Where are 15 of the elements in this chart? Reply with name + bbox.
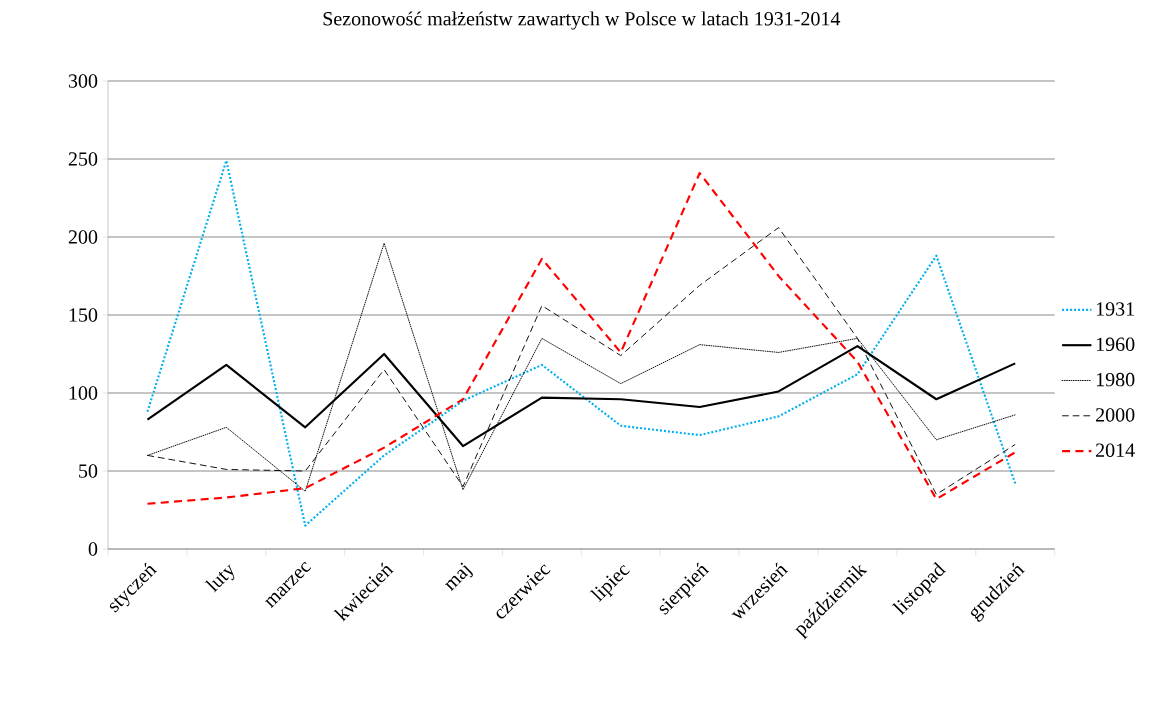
- x-tick-label: luty: [204, 564, 235, 593]
- legend-label: 1931: [1096, 302, 1134, 316]
- legend-label: 2000: [1096, 408, 1135, 422]
- y-tick-label: 150: [69, 308, 98, 322]
- y-tick-label: 0: [88, 542, 98, 556]
- x-tick-label: maj: [444, 562, 473, 592]
- legend-label: 2014: [1096, 443, 1135, 457]
- y-tick-label: 50: [79, 464, 98, 478]
- legend-label: 1960: [1096, 337, 1135, 352]
- y-tick-label: 300: [68, 74, 98, 88]
- legend-label: 1980: [1096, 372, 1135, 387]
- y-tick-label: 200: [68, 230, 98, 244]
- y-tick-label: 100: [69, 386, 98, 400]
- chart-title: Sezonowość małżeństw zawartych w Polsce w latach 1931-2014: [323, 11, 841, 30]
- y-tick-label: 250: [68, 152, 98, 166]
